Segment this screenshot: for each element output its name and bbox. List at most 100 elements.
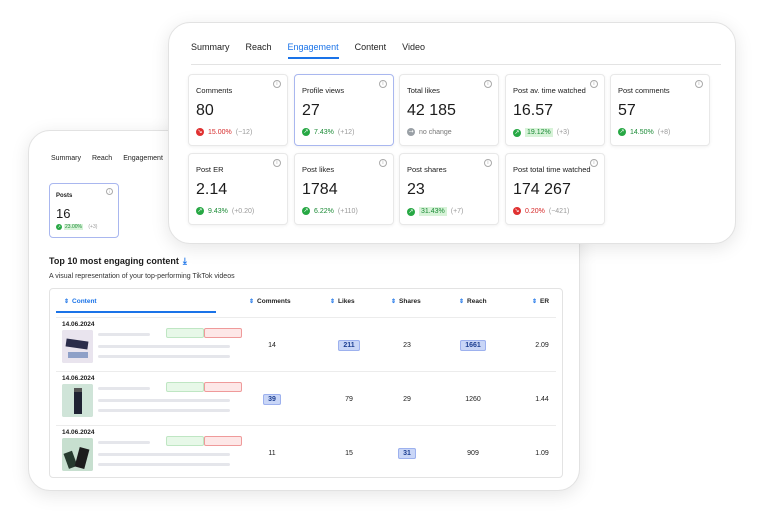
shares-cell: 29 — [403, 396, 411, 403]
posts-label: Posts — [56, 193, 73, 199]
info-icon[interactable]: i — [379, 159, 387, 167]
column-header-er[interactable]: ⇕ ER — [532, 298, 550, 305]
metric-card-profile-views[interactable]: i Profile views 27 ↗ 7.43% (+12) — [294, 74, 394, 146]
download-icon[interactable]: ⤓ — [182, 256, 187, 266]
posts-value: 16 — [56, 206, 71, 221]
tab-reach[interactable]: Reach — [245, 42, 272, 52]
metric-card-post-comments[interactable]: i Post comments 57 ↗ 14.50% (+8) — [610, 74, 710, 146]
metric-change: ↘ 0.20% (−421) — [513, 207, 570, 215]
sort-icon: ⇕ — [249, 299, 255, 305]
metric-value: 42 185 — [407, 102, 456, 119]
arrow-up-icon: ↗ — [196, 207, 204, 215]
section-title: Top 10 most engaging content ⤓ — [49, 256, 187, 266]
metric-label: Total likes — [407, 86, 440, 95]
video-thumbnail[interactable] — [62, 330, 93, 363]
metric-value: 16.57 — [513, 102, 554, 119]
metric-value: 174 267 — [513, 181, 571, 198]
metric-card-post-total-time-watched[interactable]: i Post total time watched 174 267 ↘ 0.20% (−4… — [505, 153, 605, 225]
info-icon[interactable]: i — [590, 80, 598, 88]
tab-summary[interactable]: Summary — [51, 155, 81, 162]
column-header-shares[interactable]: ⇕ Shares — [391, 298, 421, 305]
table-row[interactable]: 14.06.2024 14 211 23 1661 2.09 — [56, 317, 556, 370]
metric-card-comments[interactable]: i Comments 80 ↘ 15.00% (−12) — [188, 74, 288, 146]
metric-label: Post total time watched — [513, 165, 591, 174]
metric-value: 1784 — [302, 181, 338, 198]
info-icon[interactable]: i — [379, 80, 387, 88]
metric-card-post-av-time-watched[interactable]: i Post av. time watched 16.57 ↗ 19.12% (+3) — [505, 74, 605, 146]
info-icon[interactable]: i — [273, 80, 281, 88]
metric-label: Post comments — [618, 86, 670, 95]
reach-cell: 1661 — [453, 340, 493, 351]
arrow-up-icon: ↗ — [302, 207, 310, 215]
metric-card-total-likes[interactable]: i Total likes 42 185 → no change — [399, 74, 499, 146]
column-header-comments[interactable]: ⇕ Comments — [249, 298, 291, 305]
metric-label: Post ER — [196, 165, 224, 174]
metric-value: 80 — [196, 102, 214, 119]
reach-cell: 909 — [467, 450, 479, 457]
tab-video[interactable]: Video — [402, 42, 425, 52]
comments-cell: 39 — [252, 394, 292, 405]
arrow-up-icon: ↗ — [56, 224, 62, 230]
metric-label: Comments — [196, 86, 233, 95]
metric-card-post-likes[interactable]: i Post likes 1784 ↗ 6.22% (+110) — [294, 153, 394, 225]
tab-summary[interactable]: Summary — [191, 42, 230, 52]
reach-cell: 1260 — [465, 396, 481, 403]
metric-value: 23 — [407, 181, 425, 198]
metric-label: Post likes — [302, 165, 335, 174]
comments-cell: 11 — [268, 450, 276, 457]
info-icon[interactable]: i — [273, 159, 281, 167]
metric-label: Post shares — [407, 165, 447, 174]
column-header-likes[interactable]: ⇕ Likes — [330, 298, 355, 305]
info-icon[interactable]: i — [484, 159, 492, 167]
metric-value: 2.14 — [196, 181, 228, 198]
er-cell: 1.44 — [535, 396, 549, 403]
metric-change: ↗ 19.12% (+3) — [513, 128, 570, 137]
column-header-content[interactable]: ⇕ Content — [64, 298, 97, 305]
metric-label: Profile views — [302, 86, 345, 95]
metric-change: ↗ 14.50% (+8) — [618, 128, 671, 136]
table-row[interactable]: 14.06.2024 11 15 31 909 1.09 — [56, 425, 556, 478]
video-thumbnail[interactable] — [62, 438, 93, 471]
tab-engagement[interactable]: Engagement — [123, 155, 163, 162]
arrow-right-icon: → — [407, 128, 415, 136]
metric-change: ↗ 7.43% (+12) — [302, 128, 355, 136]
active-sort-indicator — [56, 311, 216, 313]
arrow-up-icon: ↗ — [618, 128, 626, 136]
arrow-down-icon: ↘ — [196, 128, 204, 136]
video-thumbnail[interactable] — [62, 384, 93, 417]
likes-cell: 15 — [345, 450, 353, 457]
sort-icon: ⇕ — [532, 299, 538, 305]
column-header-reach[interactable]: ⇕ Reach — [459, 298, 487, 305]
arrow-down-icon: ↘ — [513, 207, 521, 215]
metric-change: → no change — [407, 128, 452, 136]
tab-reach[interactable]: Reach — [91, 155, 113, 162]
row-date: 14.06.2024 — [62, 321, 95, 328]
metric-change: ↗ 9.43% (+0.20) — [196, 207, 255, 215]
tab-engagement[interactable]: Engagement — [287, 42, 339, 59]
shares-cell: 31 — [387, 448, 427, 459]
engagement-panel: Summary Reach Engagement Content Video i… — [168, 22, 736, 244]
tab-content[interactable]: Content — [354, 42, 387, 52]
er-cell: 1.09 — [535, 450, 549, 457]
metric-value: 27 — [302, 102, 320, 119]
metric-change: ↗ 31.43% (+7) — [407, 207, 464, 216]
comments-cell: 14 — [268, 342, 276, 349]
posts-card[interactable]: i Posts 16 ↗ 23.00% (+3) — [49, 183, 119, 238]
info-icon[interactable]: i — [590, 159, 598, 167]
info-icon[interactable]: i — [484, 80, 492, 88]
info-icon[interactable]: i — [695, 80, 703, 88]
posts-change: ↗ 23.00% (+3) — [56, 224, 98, 230]
metric-card-post-er[interactable]: i Post ER 2.14 ↗ 9.43% (+0.20) — [188, 153, 288, 225]
metric-change: ↗ 6.22% (+110) — [302, 207, 358, 215]
metric-label: Post av. time watched — [513, 86, 586, 95]
row-date: 14.06.2024 — [62, 375, 95, 382]
table-row[interactable]: 14.06.2024 39 79 29 1260 1.44 — [56, 371, 556, 424]
top-content-table: ⇕ Content ⇕ Comments ⇕ Likes ⇕ Shares ⇕ Reach… — [49, 288, 563, 478]
info-icon[interactable]: i — [106, 188, 113, 195]
metric-value: 57 — [618, 102, 636, 119]
likes-cell: 211 — [329, 340, 369, 351]
arrow-up-icon: ↗ — [513, 128, 521, 137]
sort-icon: ⇕ — [459, 299, 465, 305]
metric-card-post-shares[interactable]: i Post shares 23 ↗ 31.43% (+7) — [399, 153, 499, 225]
section-subtitle: A visual representation of your top-perf… — [49, 273, 235, 280]
